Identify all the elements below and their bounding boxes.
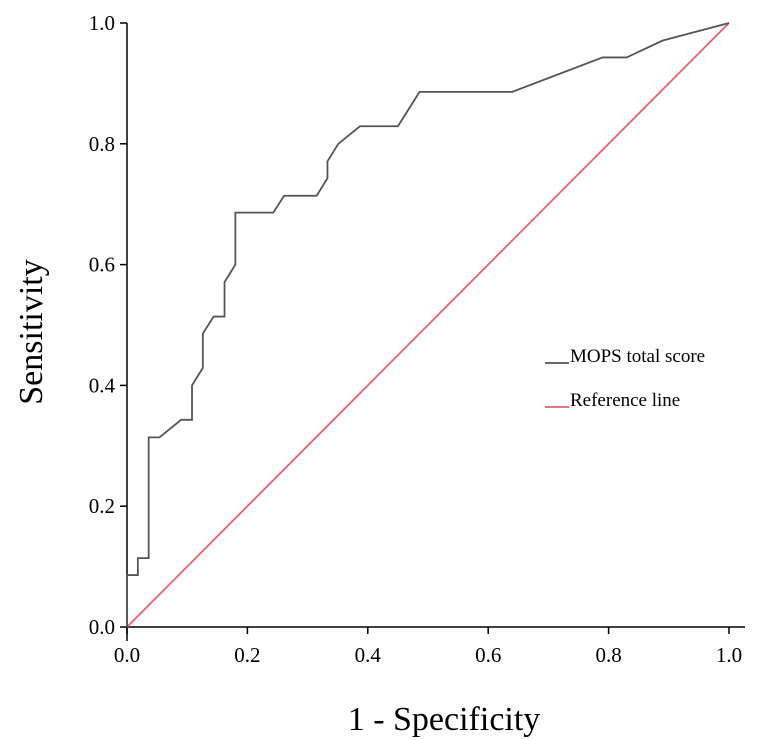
legend-label: MOPS total score bbox=[570, 346, 705, 367]
legend-label: Reference line bbox=[570, 390, 680, 411]
y-ticks: 0.0 0.2 0.4 0.6 0.8 1.0 bbox=[89, 11, 127, 639]
x-ticks: 0.0 0.2 0.4 0.6 0.8 1.0 bbox=[114, 627, 742, 667]
series-line-reference-line bbox=[126, 22, 730, 628]
series-lines bbox=[126, 22, 730, 628]
y-tick-label: 0.4 bbox=[89, 373, 116, 397]
y-tick-label: 0.0 bbox=[89, 615, 115, 639]
x-tick-label: 0.4 bbox=[355, 643, 382, 667]
x-tick-label: 0.8 bbox=[595, 643, 621, 667]
x-axis-title: 1 - Specificity bbox=[348, 701, 541, 738]
legend: MOPS total score Reference line bbox=[545, 346, 705, 411]
axes bbox=[126, 23, 745, 641]
x-tick-label: 1.0 bbox=[716, 643, 742, 667]
y-tick-label: 0.6 bbox=[89, 253, 115, 277]
y-tick-label: 0.8 bbox=[89, 132, 115, 156]
x-tick-label: 0.0 bbox=[114, 643, 140, 667]
y-tick-label: 1.0 bbox=[89, 11, 115, 35]
y-tick-label: 0.2 bbox=[89, 494, 115, 518]
y-axis-title: Sensitivity bbox=[13, 259, 50, 404]
x-tick-label: 0.2 bbox=[234, 643, 260, 667]
x-tick-label: 0.6 bbox=[475, 643, 501, 667]
series-line-mops-total-score bbox=[126, 22, 730, 627]
